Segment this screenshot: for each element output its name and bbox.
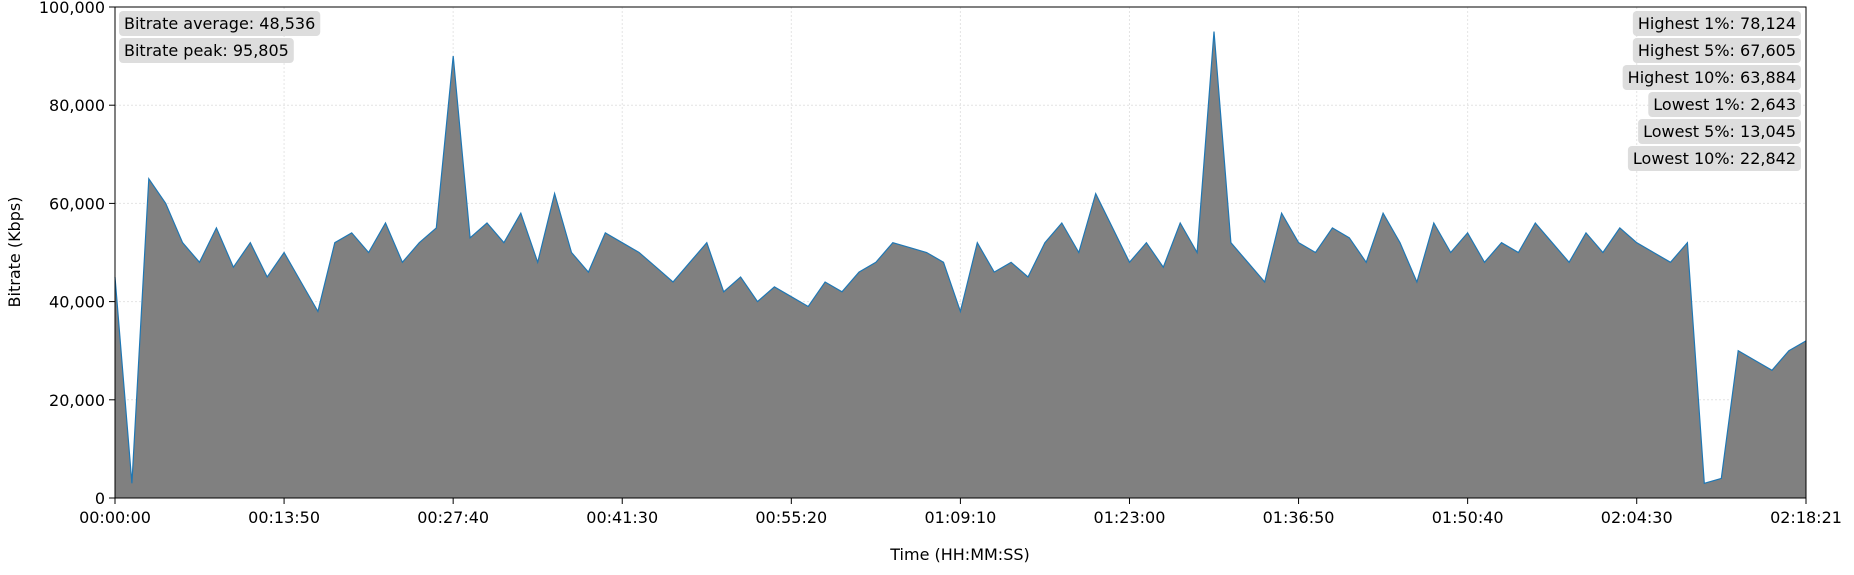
annotation: Highest 5%: 67,605 — [1632, 38, 1801, 63]
line — [114, 31, 1807, 485]
annotation-box — [119, 11, 321, 36]
annotation-box — [119, 38, 294, 63]
annotation: Bitrate average: 48,536 — [119, 11, 321, 36]
annotation: Highest 10%: 63,884 — [1622, 65, 1801, 90]
y-tick-label: 0 — [95, 489, 105, 508]
annotation-text: Highest 1%: 78,124 — [1638, 14, 1796, 33]
annotation-box — [1627, 146, 1801, 171]
annotation-box — [1648, 92, 1801, 117]
annotation: Highest 1%: 78,124 — [1632, 11, 1801, 36]
x-tick-label: 01:23:00 — [1094, 508, 1166, 527]
y-axis-label: Bitrate (Kbps) — [5, 197, 24, 308]
x-axis-label: Time (HH:MM:SS) — [889, 545, 1030, 564]
annotation-text: Highest 10%: 63,884 — [1628, 68, 1796, 87]
annotation-box — [1622, 65, 1801, 90]
annotation-text: Lowest 5%: 13,045 — [1643, 122, 1796, 141]
x-tick-label: 00:41:30 — [586, 508, 658, 527]
annotation-box — [1632, 11, 1801, 36]
annotation-text: Lowest 10%: 22,842 — [1633, 149, 1796, 168]
x-tick-label: 00:00:00 — [79, 508, 151, 527]
annotation: Lowest 1%: 2,643 — [1648, 92, 1801, 117]
x-tick-label: 00:13:50 — [248, 508, 320, 527]
x-tick-label: 01:09:10 — [924, 508, 996, 527]
annotation-text: Bitrate average: 48,536 — [124, 14, 315, 33]
annotation-text: Highest 5%: 67,605 — [1638, 41, 1796, 60]
annotation: Bitrate peak: 95,805 — [119, 38, 294, 63]
y-tick-label: 100,000 — [39, 0, 105, 17]
plot-frame — [114, 6, 1807, 499]
annotation: Lowest 5%: 13,045 — [1638, 119, 1801, 144]
x-tick-label: 00:55:20 — [755, 508, 827, 527]
annotation-text: Lowest 1%: 2,643 — [1653, 95, 1796, 114]
annotation-box — [1632, 38, 1801, 63]
y-tick-label: 40,000 — [49, 293, 105, 312]
annotation-text: Bitrate peak: 95,805 — [124, 41, 289, 60]
annotation-box — [1638, 119, 1801, 144]
area — [115, 31, 1806, 498]
y-tick-label: 80,000 — [49, 96, 105, 115]
y-tick-label: 60,000 — [49, 194, 105, 213]
x-tick-label: 02:04:30 — [1601, 508, 1673, 527]
x-tick-label: 02:18:21 — [1770, 508, 1842, 527]
x-tick-label: 01:36:50 — [1263, 508, 1335, 527]
x-tick-label: 01:50:40 — [1432, 508, 1504, 527]
x-tick-label: 00:27:40 — [417, 508, 489, 527]
annotation: Lowest 10%: 22,842 — [1627, 146, 1801, 171]
y-tick-label: 20,000 — [49, 391, 105, 410]
